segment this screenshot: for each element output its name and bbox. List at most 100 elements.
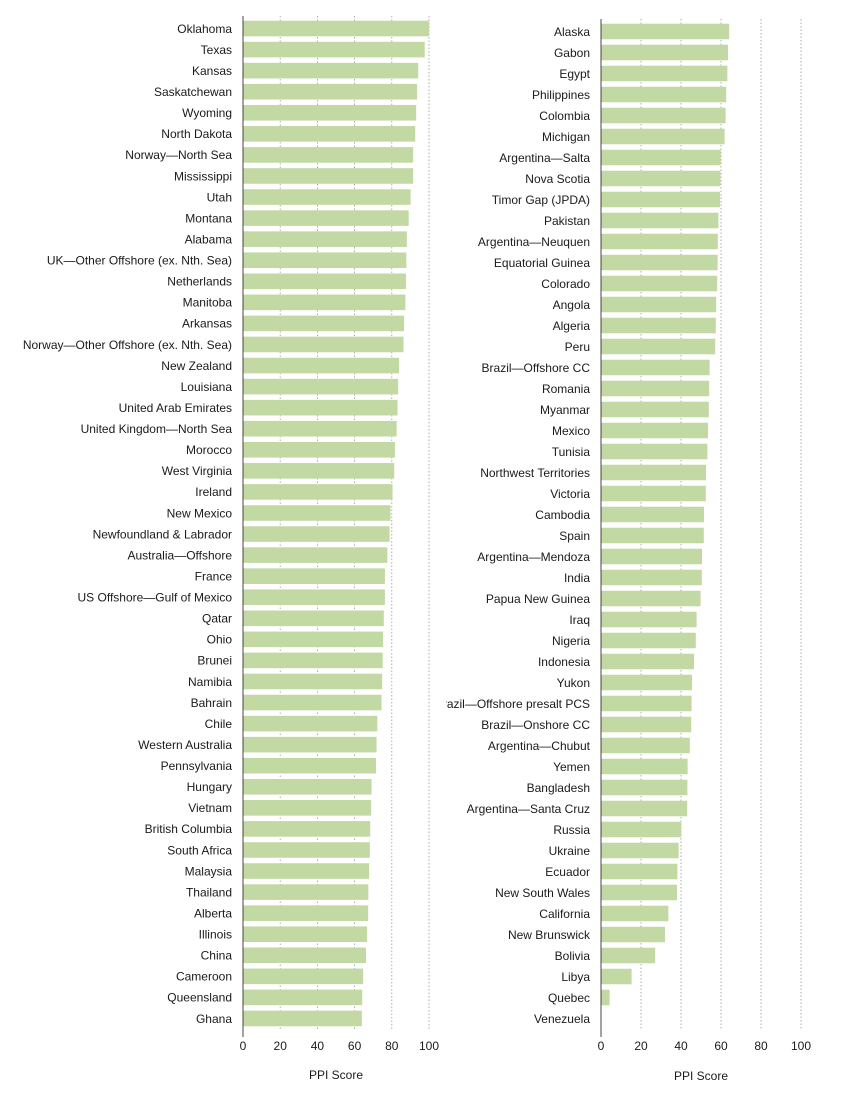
bar [243,800,372,816]
bar [601,611,697,628]
bar [601,569,702,586]
category-label: Argentina—Neuquen [478,235,590,249]
category-label: Ireland [195,485,232,499]
category-label: Argentina—Salta [499,151,590,165]
bar [601,863,678,880]
x-tick-label: 20 [634,1039,648,1053]
category-label: Pakistan [544,214,590,228]
category-label: Texas [201,43,232,57]
x-tick-label: 0 [598,1039,605,1053]
category-label: Russia [553,823,590,837]
bar [601,128,725,145]
category-label: Montana [185,211,232,225]
category-label: United Kingdom—North Sea [81,422,233,436]
category-label: Queensland [167,991,232,1005]
category-label: Brunei [197,654,232,668]
bar [601,23,730,40]
bar [243,694,382,711]
category-label: Norway—Other Offshore (ex. Nth. Sea) [23,338,232,352]
bar [243,589,385,606]
bar [601,170,721,187]
bar [601,989,610,1006]
category-label: New Brunswick [508,928,591,942]
bar [601,65,728,82]
bar [243,441,395,458]
x-tick-label: 100 [419,1039,439,1053]
category-label: Namibia [188,675,232,689]
bar [601,443,708,460]
x-axis-title: PPI Score [309,1068,363,1082]
bar [243,315,405,332]
category-label: Argentina—Santa Cruz [467,802,590,816]
bar [243,210,409,226]
category-label: Tunisia [552,445,591,459]
category-label: Pennsylvania [161,759,233,773]
category-label: Colombia [539,109,590,123]
category-label: France [195,569,233,583]
category-label: Algeria [553,319,591,333]
bar [243,126,416,142]
bar [243,526,390,542]
category-label: India [564,571,590,585]
category-label: Yukon [557,676,590,690]
category-label: Oklahoma [177,22,232,36]
category-label: Ecuador [545,865,590,879]
category-label: China [201,949,233,963]
bar [243,610,384,627]
category-label: Cambodia [535,508,590,522]
bar [601,275,718,292]
category-label: Netherlands [167,275,232,289]
bar [243,715,378,732]
category-label: Bolivia [555,949,591,963]
category-label: Romania [542,382,590,396]
bar [601,464,706,481]
bar [601,653,694,670]
bar [601,359,710,376]
category-label: Equatorial Guinea [494,256,590,270]
category-label: Victoria [550,487,590,501]
category-label: Malaysia [185,864,233,878]
bar [601,548,702,565]
bar [243,420,397,437]
bar [601,632,696,649]
bar [601,149,721,166]
bar [601,338,716,355]
bar [243,505,391,521]
bar [601,212,719,229]
category-label: Qatar [202,612,232,626]
category-label: Cameroon [176,970,232,984]
bar [601,716,692,733]
category-label: United Arab Emirates [119,401,232,415]
bar [243,884,369,900]
category-label: Nova Scotia [525,172,590,186]
bar [243,252,407,269]
bar [243,62,419,79]
bar [601,191,720,208]
bar [243,631,384,648]
bar [243,778,372,795]
category-label: Mississippi [174,169,232,183]
bar [601,485,706,502]
x-tick-label: 40 [674,1039,688,1053]
bar [243,947,366,964]
x-tick-label: 100 [791,1039,811,1053]
x-tick-label: 80 [754,1039,768,1053]
bar [243,547,388,563]
category-label: West Virginia [162,464,233,478]
category-label: Philippines [532,88,590,102]
bar [601,968,632,985]
category-label: Venezuela [534,1012,590,1026]
category-label: New South Wales [495,886,590,900]
category-label: British Columbia [145,822,233,836]
bar [601,947,656,964]
category-label: Northwest Territories [480,466,590,480]
category-label: Ohio [207,633,233,647]
bar [601,905,669,922]
category-label: Mexico [552,424,590,438]
bar [243,168,414,184]
bar [601,86,727,103]
bar [243,568,385,584]
bar [243,821,371,837]
bar [243,736,377,753]
